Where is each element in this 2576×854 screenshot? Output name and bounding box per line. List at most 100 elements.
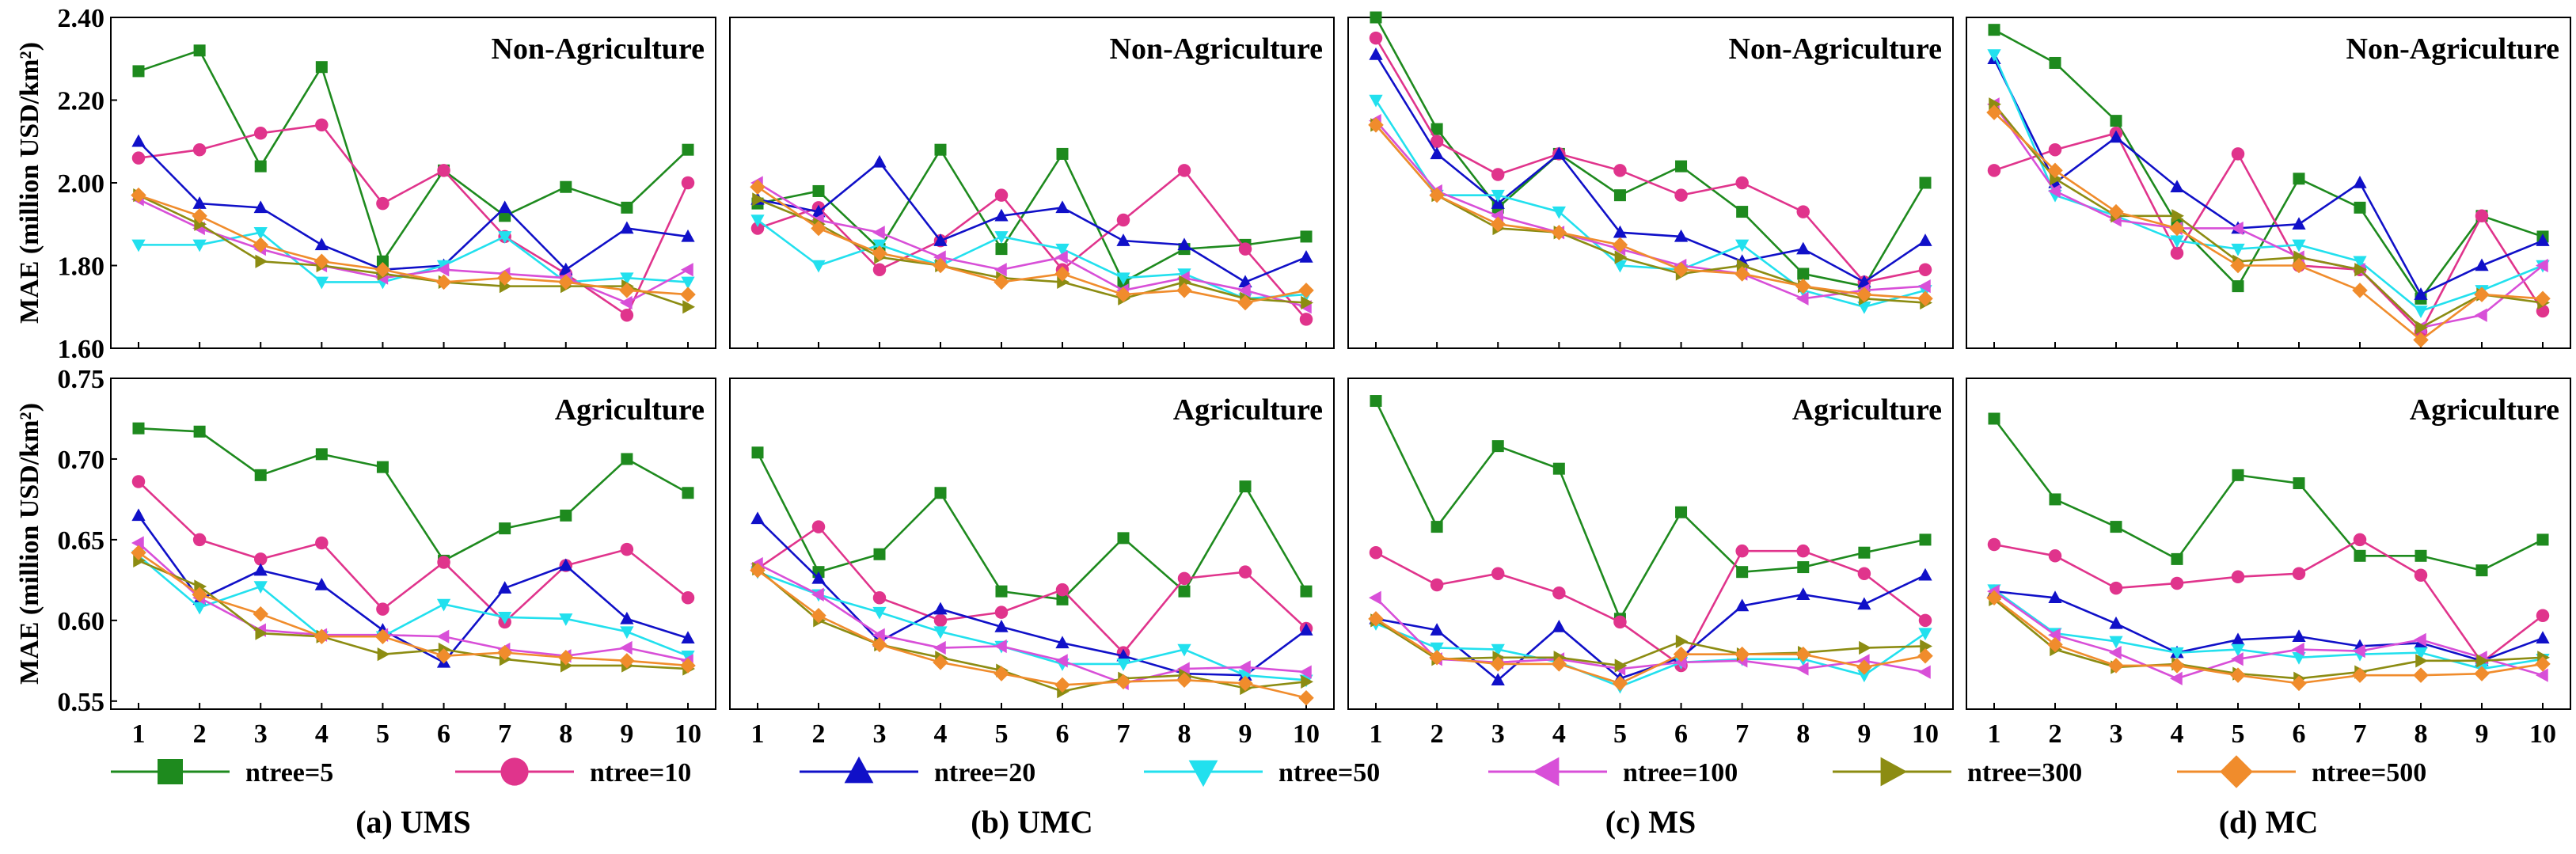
x-tick-label: 9: [2475, 719, 2489, 749]
panel-title: Agriculture: [555, 393, 705, 427]
data-point: [1986, 590, 2002, 606]
data-point: [1918, 279, 1931, 294]
x-tick-label: 9: [1857, 719, 1871, 749]
data-point: [1115, 674, 1131, 690]
data-point: [2171, 552, 2183, 565]
data-point: [1055, 200, 1070, 214]
data-point: [2354, 549, 2366, 562]
data-point: [2170, 246, 2184, 260]
data-point: [1675, 506, 1688, 518]
data-point: [681, 650, 695, 663]
panel-captions: (a) UMS (b) UMC (c) MS (d) MC: [355, 804, 2318, 840]
data-point: [811, 607, 826, 624]
data-point: [2231, 243, 2245, 256]
data-point: [377, 647, 390, 662]
data-point: [559, 262, 573, 275]
plot-frame: [110, 378, 716, 710]
data-point: [1430, 642, 1444, 655]
data-point: [994, 208, 1009, 222]
legend-label: ntree=20: [934, 758, 1035, 788]
x-tick-label: 4: [315, 719, 329, 749]
data-point: [2476, 654, 2489, 668]
data-point: [872, 245, 887, 261]
data-point: [255, 626, 268, 640]
legend-marker: [500, 757, 529, 786]
data-point: [1552, 586, 1566, 600]
data-point: [2536, 609, 2550, 622]
data-point: [1490, 216, 1506, 232]
data-point: [2108, 203, 2124, 220]
data-point: [2169, 220, 2185, 237]
data-point: [436, 598, 451, 612]
data-point: [2109, 616, 2123, 629]
data-point: [811, 220, 826, 237]
x-tick-label: 8: [1178, 719, 1191, 749]
data-point: [2414, 632, 2426, 647]
data-point: [2414, 647, 2428, 660]
data-point: [1056, 147, 1069, 160]
data-point: [620, 542, 634, 556]
data-point: [2231, 221, 2244, 236]
series-ntree=10: [1369, 31, 1932, 289]
series-line: [757, 518, 1307, 677]
data-point: [750, 214, 765, 228]
data-point: [1117, 532, 1130, 545]
series-line: [1993, 131, 2544, 334]
series-line: [138, 480, 689, 624]
data-point: [1115, 287, 1131, 302]
x-tick-label: 3: [1491, 719, 1505, 749]
chart-panel: Non-Agriculture: [1347, 11, 1954, 349]
data-point: [2292, 567, 2306, 580]
x-tick-label: 5: [2232, 719, 2245, 749]
data-point: [994, 605, 1009, 619]
data-point: [1491, 567, 1505, 580]
data-point: [376, 255, 389, 268]
data-point: [1796, 544, 1810, 558]
data-point: [1675, 160, 1688, 173]
data-point: [1055, 583, 1070, 597]
data-point: [435, 647, 452, 664]
data-point: [1177, 571, 1191, 586]
data-point: [994, 231, 1009, 244]
data-point: [619, 640, 633, 655]
series-line: [138, 560, 689, 670]
data-point: [1857, 567, 1871, 580]
data-point: [1429, 187, 1445, 203]
data-point: [560, 509, 572, 522]
chart-panel: 0.55 0.60 0.65 0.70 0.75 1 2 3 4 5 6 7 8 9 10 Agricultu…: [58, 365, 716, 749]
y-tick-label: 0.70: [58, 446, 105, 475]
data-point: [2231, 147, 2245, 161]
data-point: [1369, 545, 1383, 560]
data-point: [872, 263, 887, 276]
series-line: [1993, 54, 2544, 313]
data-point: [192, 586, 207, 602]
legend-marker: [2220, 755, 2253, 788]
series-ntree=5: [751, 143, 1313, 288]
series-ntree=50: [131, 226, 695, 290]
data-point: [1430, 623, 1444, 636]
data-point: [2110, 115, 2122, 127]
data-point: [2047, 162, 2063, 179]
x-tick-label: 9: [1239, 719, 1252, 749]
legend-item: ntree=20: [800, 756, 1035, 788]
x-tick-label: 3: [2110, 719, 2123, 749]
data-point: [1795, 291, 1809, 306]
data-point: [498, 231, 512, 244]
data-point: [994, 263, 1007, 277]
data-point: [1176, 283, 1192, 298]
data-point: [1369, 47, 1383, 60]
data-point: [2109, 636, 2123, 649]
series-line: [138, 123, 690, 317]
data-point: [1796, 205, 1810, 218]
data-point: [1795, 278, 1811, 294]
data-point: [1369, 31, 1383, 45]
data-point: [374, 261, 391, 278]
series-ntree=500: [1368, 117, 1933, 307]
data-point: [253, 563, 268, 576]
data-point: [1673, 646, 1689, 662]
data-point: [1736, 206, 1749, 218]
data-point: [811, 520, 826, 533]
data-point: [933, 233, 948, 246]
series-ntree=5: [1988, 412, 2549, 577]
data-point: [620, 272, 634, 286]
